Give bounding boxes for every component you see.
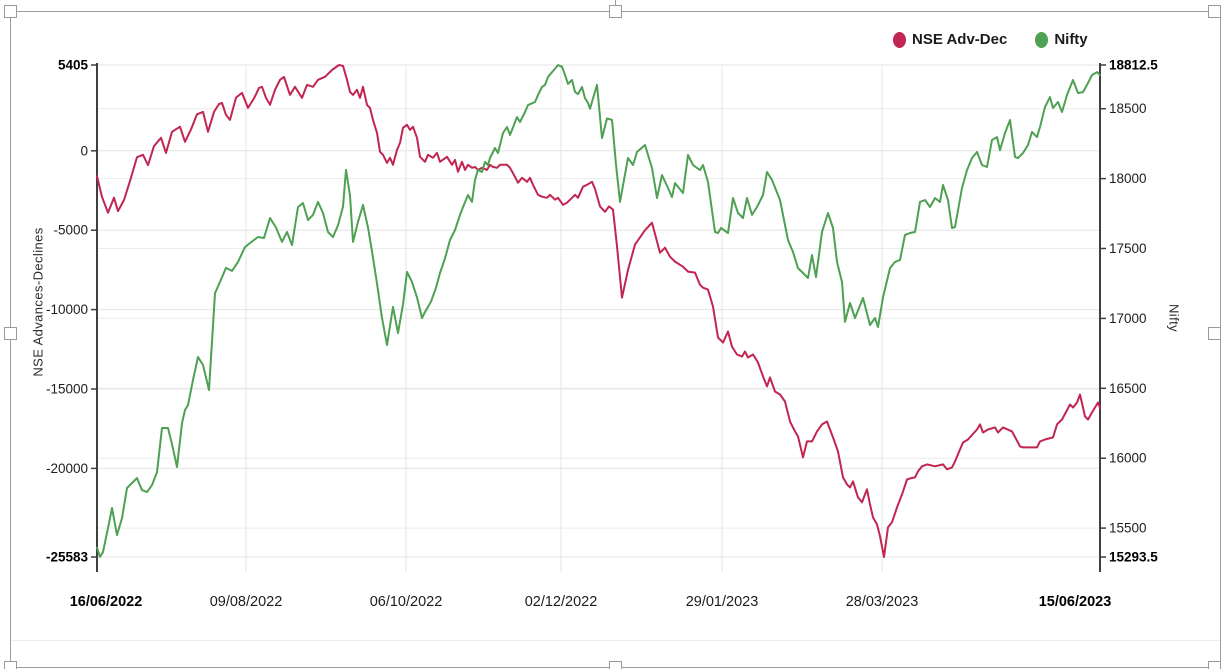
- x-axis-tick-label: 16/06/2022: [70, 594, 143, 610]
- image-bottom-edge: [10, 640, 1221, 641]
- x-axis-tick-label: 29/01/2023: [686, 594, 759, 610]
- legend-label: Nifty: [1054, 31, 1088, 48]
- right-axis-tick-label: 18000: [1109, 171, 1147, 186]
- x-axis-tick-label: 15/06/2023: [1039, 594, 1112, 610]
- left-axis-tick-label: -20000: [46, 461, 88, 476]
- selection-handle-bottom-center[interactable]: [609, 661, 622, 669]
- right-axis-title: Nifty: [1166, 304, 1182, 332]
- right-axis-tick-label: 17000: [1109, 311, 1147, 326]
- right-axis-tick-label: 16500: [1109, 381, 1147, 396]
- left-axis-title: NSE Advances-Declines: [30, 227, 46, 377]
- x-axis-tick-label: 28/03/2023: [846, 594, 919, 610]
- right-axis-tick-label: 15500: [1109, 521, 1147, 536]
- selection-handle-middle-right[interactable]: [1208, 327, 1221, 340]
- x-axis-tick-label: 02/12/2022: [525, 594, 598, 610]
- nifty-legend-dot-icon: [1035, 31, 1049, 48]
- selection-handle-bottom-left[interactable]: [4, 661, 17, 669]
- right-axis-tick-label: 18500: [1109, 101, 1147, 116]
- left-axis-tick-label: -15000: [46, 382, 88, 397]
- right-axis-tick-label: 16000: [1109, 451, 1147, 466]
- left-axis-tick-label: -25583: [46, 550, 89, 565]
- selection-handle-top-right[interactable]: [1208, 5, 1221, 18]
- left-axis-tick-label: 0: [80, 143, 88, 158]
- right-axis-tick-label: 17500: [1109, 241, 1147, 256]
- right-axis-tick-label: 18812.5: [1109, 58, 1158, 73]
- nifty-series-line: [96, 64, 1101, 558]
- left-axis-tick-label: 5405: [58, 58, 89, 73]
- left-axis-tick-label: -5000: [53, 223, 88, 238]
- nse-adv-dec-series-line: [96, 64, 1101, 558]
- chart-legend: NSE Adv-Dec Nifty: [893, 31, 1088, 48]
- legend-label: NSE Adv-Dec: [912, 31, 1008, 48]
- legend-item-nifty[interactable]: Nifty: [1035, 31, 1088, 48]
- legend-item-nse-adv-dec[interactable]: NSE Adv-Dec: [893, 31, 1007, 48]
- x-axis-tick-label: 06/10/2022: [370, 594, 443, 610]
- rotation-handle-stub: [615, 0, 616, 6]
- nse-adv-dec-legend-dot-icon: [893, 31, 906, 48]
- selection-handle-bottom-right[interactable]: [1208, 661, 1221, 669]
- x-axis-tick-label: 09/08/2022: [210, 594, 283, 610]
- selection-handle-middle-left[interactable]: [4, 327, 17, 340]
- left-axis-tick-label: -10000: [46, 302, 88, 317]
- selection-handle-top-left[interactable]: [4, 5, 17, 18]
- right-axis-tick-label: 15293.5: [1109, 550, 1158, 565]
- selection-handle-top-center[interactable]: [609, 5, 622, 18]
